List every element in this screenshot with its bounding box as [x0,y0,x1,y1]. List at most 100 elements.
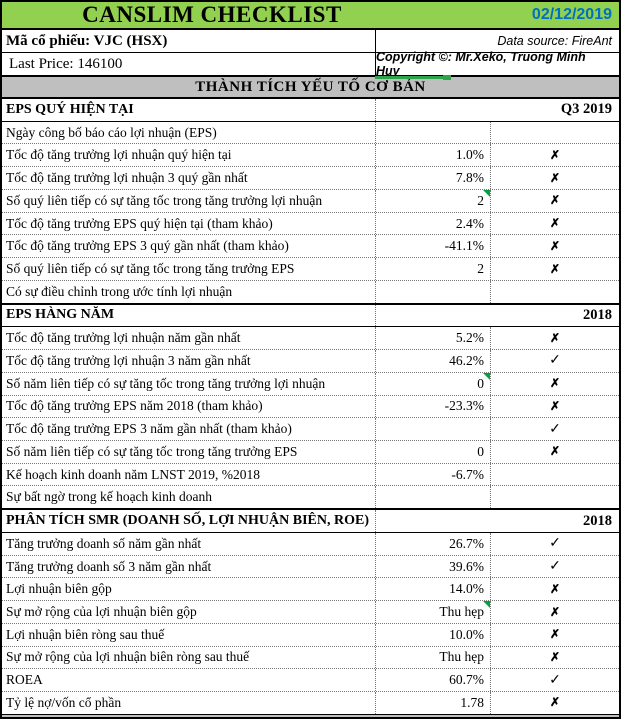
row-label-cell[interactable]: Kế hoạch kinh doanh năm LNST 2019, %2018 [2,463,376,486]
row-value-cell[interactable]: 46.2% [376,350,491,372]
last-price-cell[interactable]: Last Price: 146100 [2,53,376,75]
x-mark-icon[interactable]: ✗ [549,193,561,208]
row-value-cell[interactable]: 0 [376,441,491,463]
x-mark-icon[interactable]: ✗ [549,216,561,231]
row-value-cell[interactable]: 5.2% [376,327,491,350]
row-value: 14.0% [449,581,484,597]
row-label-cell[interactable]: Tốc độ tăng trưởng lợi nhuận 3 năm gần n… [2,350,376,372]
table-row: Sự mở rộng của lợi nhuận biên ròng sau t… [2,646,619,670]
row-label-cell[interactable]: Tốc độ tăng trưởng lợi nhuận 3 quý gần n… [2,167,376,189]
row-value-cell[interactable] [376,418,491,441]
row-mark-cell[interactable] [491,464,619,486]
row-label-cell[interactable]: Tốc độ tăng trưởng lợi nhuận quý hiện tạ… [2,144,376,167]
row-label-cell[interactable]: Tốc độ tăng trưởng EPS năm 2018 (tham kh… [2,395,376,418]
row-value-cell[interactable]: -41.1% [376,235,491,258]
row-label-cell[interactable]: Ngày công bố báo cáo lợi nhuận (EPS) [2,121,376,144]
table-row: Số quý liên tiếp có sự tăng tốc trong tă… [2,258,619,281]
row-mark-cell[interactable] [491,122,619,144]
row-value-cell[interactable] [376,121,491,144]
table-row: Số quý liên tiếp có sự tăng tốc trong tă… [2,189,619,213]
section-label[interactable]: PHÂN TÍCH SMR (DOANH SỐ, LỢI NHUẬN BIÊN,… [2,510,376,532]
row-label-cell[interactable]: ROEA [2,669,376,692]
row-mark-cell[interactable] [491,281,619,303]
check-mark-icon[interactable]: ✓ [549,353,561,369]
check-mark-icon[interactable]: ✓ [549,672,561,688]
row-value: -41.1% [444,238,484,254]
x-mark-icon[interactable]: ✗ [549,376,561,391]
row-label-cell[interactable]: Tốc độ tăng trưởng EPS 3 quý gần nhất (t… [2,235,376,258]
row-value-cell[interactable]: 1.0% [376,144,491,167]
row-value-cell[interactable]: 14.0% [376,578,491,601]
x-mark-icon[interactable]: ✗ [549,444,561,459]
row-value-cell[interactable]: 7.8% [376,167,491,189]
row-label-cell[interactable]: Tăng trưởng doanh số 3 năm gần nhất [2,555,376,578]
section-period[interactable]: Q3 2019 [560,101,612,118]
x-mark-icon[interactable]: ✗ [549,330,561,345]
row-value-cell[interactable]: -23.3% [376,395,491,418]
section-label[interactable]: EPS QUÝ HIỆN TẠI [2,99,376,121]
row-label-cell[interactable]: Có sự điều chỉnh trong ước tính lợi nhuậ… [2,280,376,303]
row-value-cell[interactable]: 10.0% [376,623,491,646]
x-mark-icon[interactable]: ✗ [549,170,561,185]
check-mark-icon[interactable]: ✓ [549,536,561,552]
row-value: 26.7% [449,535,484,551]
row-label-cell[interactable]: Tốc độ tăng trưởng EPS 3 năm gần nhất (t… [2,418,376,441]
row-label-cell[interactable]: Số năm liên tiếp có sự tăng tốc trong tă… [2,441,376,463]
x-mark-icon[interactable]: ✗ [549,627,561,642]
row-label-cell[interactable]: Lợi nhuận biên ròng sau thuế [2,623,376,646]
row-label-cell[interactable]: Lợi nhuận biên gộp [2,578,376,601]
x-mark-icon[interactable]: ✗ [549,238,561,253]
x-mark-icon[interactable]: ✗ [549,581,561,596]
x-mark-icon[interactable]: ✗ [549,261,561,276]
report-date-cell[interactable]: 02/12/2019 [531,6,612,23]
table-row: Sự mở rộng của lợi nhuận biên gộp Thu hẹ… [2,601,619,624]
section-period[interactable]: 2018 [583,512,612,529]
row-label-cell[interactable]: Sự mở rộng của lợi nhuận biên ròng sau t… [2,646,376,669]
x-mark-icon[interactable]: ✗ [549,147,561,162]
row-label-cell[interactable]: Sự mở rộng của lợi nhuận biên gộp [2,601,376,623]
check-mark-icon[interactable]: ✓ [549,421,561,437]
row-value-cell[interactable]: -6.7% [376,463,491,486]
row-label-cell[interactable]: Tốc độ tăng trưởng lợi nhuận năm gần nhấ… [2,327,376,350]
row-mark-cell[interactable] [491,486,619,508]
row-label-cell[interactable]: Tốc độ tăng trưởng EPS quý hiện tại (tha… [2,212,376,235]
row-value-cell[interactable]: 1.78 [376,692,491,714]
row-value-cell[interactable]: 60.7% [376,669,491,692]
row-value: Thu hẹp [439,649,484,665]
row-value-cell[interactable]: 26.7% [376,532,491,555]
row-value-cell[interactable] [376,486,491,509]
row-value: 1.78 [460,694,484,710]
table-row: Tốc độ tăng trưởng EPS năm 2018 (tham kh… [2,395,619,419]
ticker-cell[interactable]: Mã cổ phiếu: VJC (HSX) [2,30,376,52]
section-period[interactable]: 2018 [583,306,612,323]
copyright-cell[interactable]: Copyright ©: Mr.Xeko, Truong Minh Huy [376,50,586,78]
row-label-cell[interactable]: Tỷ lệ nợ/vốn cổ phần [2,692,376,714]
x-mark-icon[interactable]: ✗ [549,604,561,619]
row-label-cell[interactable]: Tăng trưởng doanh số năm gần nhất [2,532,376,555]
row-label-cell[interactable]: Số năm liên tiếp có sự tăng tốc trong tă… [2,372,376,395]
row-label-cell[interactable]: Số quý liên tiếp có sự tăng tốc trong tă… [2,258,376,280]
green-marker [375,75,451,80]
data-source-cell[interactable]: Data source: FireAnt [497,34,612,48]
row-value-cell[interactable]: 2.4% [376,212,491,235]
row-value: 7.8% [455,170,484,186]
row-value-cell[interactable]: 0 [376,372,491,395]
row-value-cell[interactable]: 39.6% [376,555,491,578]
check-mark-icon[interactable]: ✓ [549,559,561,575]
x-mark-icon[interactable]: ✗ [549,398,561,413]
row-value-cell[interactable]: 2 [376,189,491,212]
row-value-cell[interactable]: 2 [376,258,491,280]
row-value-cell[interactable] [376,280,491,303]
x-mark-icon[interactable]: ✗ [549,649,561,664]
section-label[interactable]: EPS HÀNG NĂM [2,304,376,327]
row-value-cell[interactable]: Thu hẹp [376,601,491,623]
section-row: EPS QUÝ HIỆN TẠI Q3 2019 [2,97,619,122]
row-label-cell[interactable]: Số quý liên tiếp có sự tăng tốc trong tă… [2,189,376,212]
table-row: Tỷ lệ nợ/vốn cổ phần 1.78 ✗ [2,692,619,714]
row-label-cell[interactable]: Sự bất ngờ trong kế hoạch kinh doanh [2,486,376,509]
x-mark-icon[interactable]: ✗ [549,695,561,710]
row-value: 10.0% [449,626,484,642]
row-value-cell[interactable]: Thu hẹp [376,646,491,669]
ticker-row: Mã cổ phiếu: VJC (HSX) Data source: Fire… [2,30,619,53]
section-row: PHÂN TÍCH SMR (DOANH SỐ, LỢI NHUẬN BIÊN,… [2,508,619,533]
